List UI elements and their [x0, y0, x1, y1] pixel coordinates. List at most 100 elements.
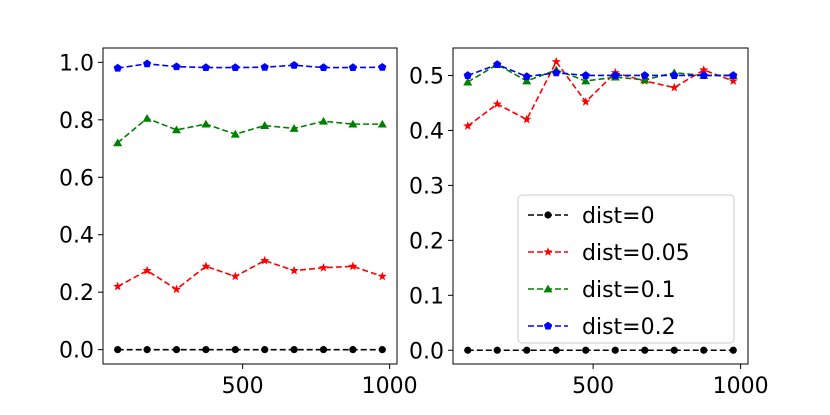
data-point-s3-9 — [378, 62, 387, 71]
data-point-s0-9 — [729, 346, 737, 354]
data-point-s0-0 — [114, 346, 122, 354]
data-point-s2-3 — [201, 119, 211, 128]
series-line-2 — [467, 63, 734, 83]
legend-label-2: dist=0.1 — [582, 278, 676, 303]
data-point-s0-6 — [641, 346, 649, 354]
data-point-s1-9 — [728, 76, 738, 85]
data-point-s0-3 — [202, 346, 210, 354]
data-point-s0-8 — [349, 346, 357, 354]
data-point-s3-5 — [611, 71, 620, 79]
data-point-s1-7 — [318, 262, 329, 272]
x-tick-label: 1000 — [362, 374, 418, 399]
data-point-s0-4 — [231, 346, 239, 354]
legend-box — [517, 194, 735, 344]
data-point-s1-4 — [230, 271, 240, 281]
data-point-s0-7 — [670, 346, 678, 354]
data-point-s3-6 — [290, 60, 299, 69]
y-tick-label: 0.4 — [59, 224, 94, 249]
data-point-s2-7 — [319, 116, 328, 125]
right-subplot: 0.0 0.1 0.2 0.3 0.4 0.5 500 1000 dist=0 dist=0.05… — [409, 47, 769, 399]
data-point-s0-1 — [143, 346, 151, 354]
x-tick-label: 500 — [222, 374, 264, 399]
y-tick-label: 0.8 — [59, 109, 94, 134]
data-point-s0-4 — [582, 346, 590, 354]
data-point-s1-2 — [522, 114, 532, 124]
data-point-s3-1 — [143, 59, 152, 68]
data-point-s2-9 — [377, 119, 387, 128]
data-point-s3-0 — [463, 71, 472, 79]
data-point-s0-6 — [290, 346, 298, 354]
x-tick-label: 1000 — [713, 374, 769, 399]
legend: dist=0 dist=0.05 dist=0.1 dist=0.2 — [517, 194, 735, 344]
data-point-s3-3 — [552, 68, 561, 77]
y-tick-label: 0.2 — [59, 281, 94, 306]
data-point-s3-8 — [348, 63, 357, 72]
y-tick-label: 0.0 — [409, 339, 444, 364]
data-point-s2-0 — [113, 138, 123, 147]
x-tick-label: 500 — [572, 374, 614, 399]
data-point-s2-2 — [522, 76, 532, 85]
series-line-1 — [117, 259, 383, 291]
data-point-s2-5 — [260, 121, 270, 129]
data-point-s1-2 — [171, 284, 182, 294]
y-tick-label: 0.5 — [409, 64, 444, 89]
data-point-s2-1 — [142, 113, 152, 122]
data-point-s1-3 — [201, 261, 211, 271]
data-point-s0-5 — [261, 346, 269, 354]
legend-label-0: dist=0 — [582, 204, 655, 229]
data-point-s1-0 — [113, 281, 123, 291]
y-tick-label: 0.2 — [409, 229, 444, 254]
data-point-s1-1 — [142, 265, 152, 275]
data-point-s0-2 — [523, 346, 531, 354]
y-tick-label: 0.1 — [409, 284, 444, 309]
data-point-s0-2 — [172, 346, 181, 354]
data-point-s3-4 — [231, 63, 240, 72]
data-point-s1-9 — [377, 271, 387, 281]
y-tick-label: 0.3 — [409, 174, 444, 199]
data-point-s1-7 — [669, 82, 679, 92]
data-point-s0-8 — [700, 346, 708, 354]
data-point-s3-3 — [201, 63, 210, 72]
series-line-3 — [467, 63, 734, 78]
legend-marker-0 — [544, 211, 552, 219]
data-point-s2-4 — [230, 129, 240, 138]
data-point-s0-1 — [493, 346, 501, 354]
data-point-s3-7 — [670, 71, 679, 79]
legend-marker-2 — [543, 284, 553, 293]
data-point-s3-0 — [113, 63, 122, 72]
data-point-s1-6 — [289, 265, 299, 275]
data-point-s2-2 — [172, 125, 181, 134]
data-point-s1-8 — [699, 65, 709, 74]
data-point-s0-9 — [378, 346, 386, 354]
series-line-2 — [117, 117, 383, 144]
y-tick-label: 0.4 — [409, 119, 444, 144]
series-line-3 — [117, 62, 383, 69]
data-point-s3-5 — [260, 62, 269, 71]
data-point-s1-1 — [492, 99, 502, 108]
left-subplot: 0.0 0.2 0.4 0.6 0.8 1.0 500 1000 — [59, 47, 418, 399]
legend-marker-1 — [543, 247, 553, 256]
y-tick-label: 0.6 — [59, 166, 94, 191]
data-point-s2-4 — [581, 76, 591, 85]
data-point-s1-0 — [463, 121, 473, 130]
data-point-s1-8 — [348, 261, 358, 271]
data-point-s3-9 — [729, 71, 738, 79]
data-point-s3-4 — [581, 71, 590, 79]
legend-label-3: dist=0.2 — [582, 315, 676, 340]
series-line-1 — [467, 60, 734, 127]
data-point-s0-7 — [319, 346, 328, 354]
data-point-s3-8 — [699, 71, 708, 79]
data-point-s1-3 — [551, 56, 561, 66]
data-point-s2-0 — [463, 77, 473, 86]
data-point-s0-5 — [611, 346, 619, 354]
legend-label-1: dist=0.05 — [582, 241, 690, 266]
data-point-s1-5 — [260, 255, 270, 265]
data-point-s3-2 — [172, 62, 181, 71]
data-point-s3-2 — [522, 72, 531, 81]
y-tick-label: 0.0 — [59, 339, 94, 364]
data-point-s0-0 — [464, 346, 472, 354]
axes-frame — [102, 47, 398, 365]
data-point-s2-6 — [640, 75, 650, 84]
data-point-s2-6 — [289, 124, 299, 132]
axes-frame — [452, 47, 749, 365]
